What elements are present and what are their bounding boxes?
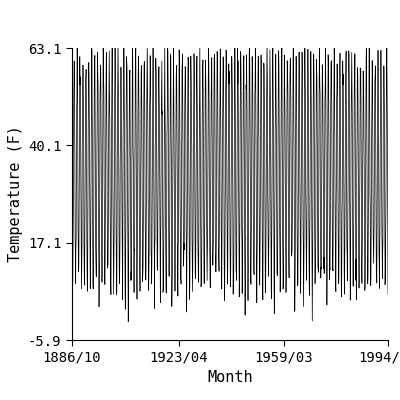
Y-axis label: Temperature (F): Temperature (F) <box>8 126 22 262</box>
X-axis label: Month: Month <box>207 370 253 385</box>
